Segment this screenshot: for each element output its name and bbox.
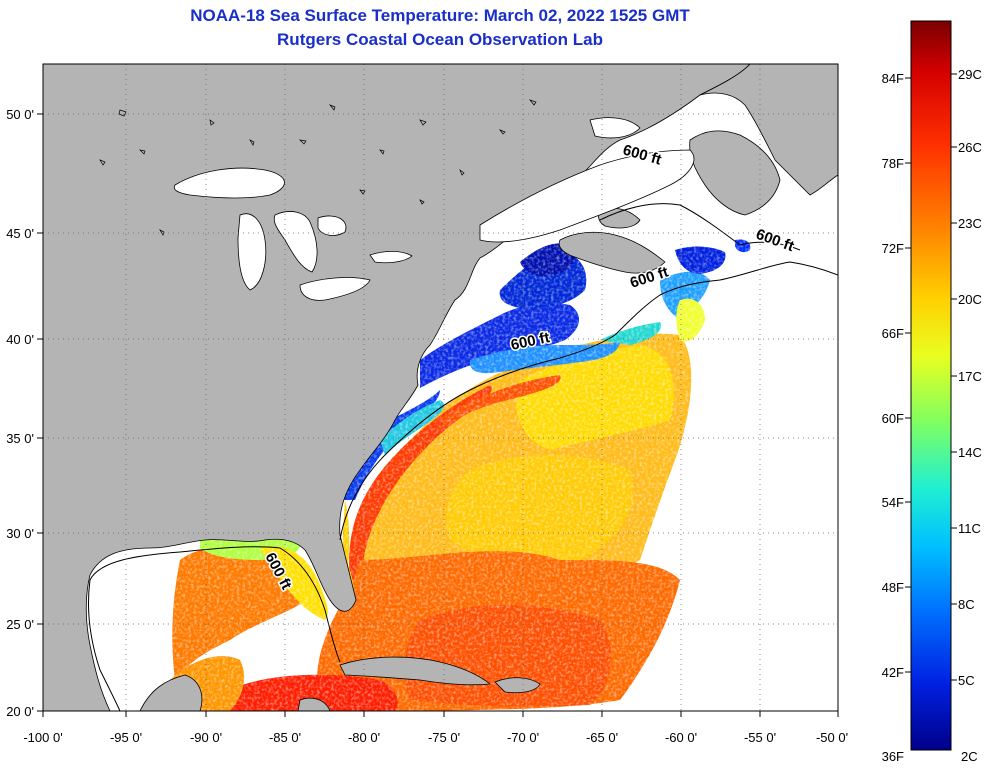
y-tick-label: 40 0' [6,332,34,347]
y-tick-label: 35 0' [6,431,34,446]
x-tick-label: -100 0' [23,730,62,745]
colorbar-c-label: 26C [958,140,982,155]
colorbar-f-label: 84F [882,71,904,86]
small-lakes [99,99,537,236]
x-tick-label: -75 0' [428,730,460,745]
isobath-600ft [88,203,838,711]
colorbar-f-label: 42F [882,665,904,680]
colorbar-ticks [905,73,957,681]
colorbar-f-label: 66F [882,326,904,341]
colorbar-c-label: 29C [958,67,982,82]
colorbar-f-label: 72F [882,241,904,256]
colorbar-f-label: 36F [882,749,904,764]
colorbar [910,20,952,751]
x-tick-label: -55 0' [744,730,776,745]
colorbar-c-label: 20C [958,292,982,307]
colorbar-c-label: 5C [958,673,975,688]
map-subtitle: Rutgers Coastal Ocean Observation Lab [277,30,603,49]
colorbar-f-label: 54F [882,495,904,510]
x-tick-label: -65 0' [586,730,618,745]
x-tick-label: -60 0' [665,730,697,745]
colorbar-c-label: 11C [958,521,981,536]
colorbar-c-label: 14C [958,445,982,460]
colorbar-c-label: 2C [961,749,978,764]
colorbar-f-label: 60F [882,411,904,426]
colorbar-c-label: 8C [958,597,975,612]
colorbar-f-label: 78F [882,156,904,171]
y-tick-label: 30 0' [6,526,34,541]
y-tick-label: 20 0' [6,704,34,719]
x-tick-label: -90 0' [190,730,222,745]
colorbar-c-label: 17C [958,369,982,384]
colorbar-c-label: 23C [958,216,982,231]
x-tick-label: -50 0' [816,730,848,745]
x-tick-label: -80 0' [348,730,380,745]
great-lakes [173,117,695,301]
x-tick-label: -70 0' [507,730,539,745]
colorbar-f-label: 48F [882,580,904,595]
y-tick-label: 45 0' [6,226,34,241]
axis-ticks [37,113,839,717]
map-title: NOAA-18 Sea Surface Temperature: March 0… [190,6,690,25]
land [43,64,838,711]
x-tick-label: -95 0' [110,730,142,745]
map-frame [42,63,839,712]
x-tick-label: -85 0' [269,730,301,745]
y-tick-label: 25 0' [6,617,34,632]
y-tick-label: 50 0' [6,107,34,122]
